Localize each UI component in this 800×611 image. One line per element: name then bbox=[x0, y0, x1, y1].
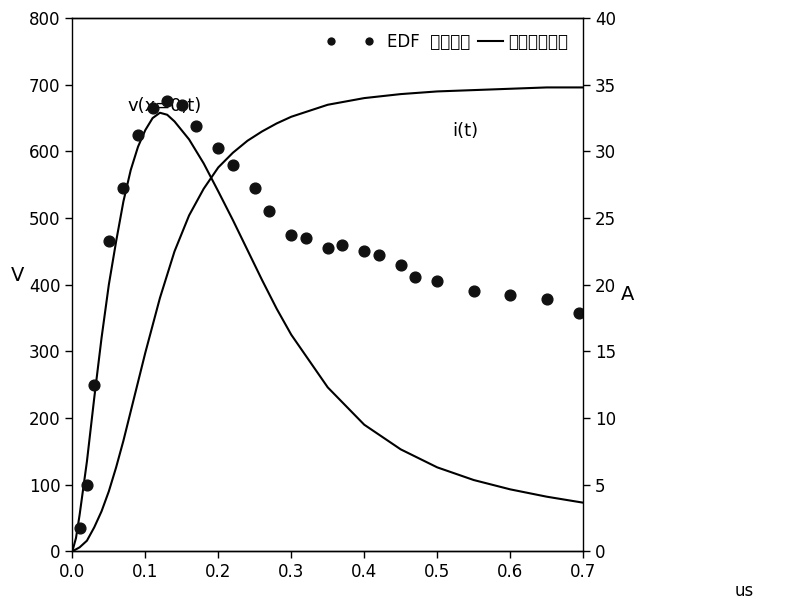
Point bbox=[540, 295, 553, 304]
Point bbox=[146, 103, 159, 113]
Point bbox=[409, 272, 422, 282]
Point bbox=[263, 207, 276, 216]
Text: v(x=0,t): v(x=0,t) bbox=[127, 97, 202, 115]
Y-axis label: V: V bbox=[11, 266, 25, 285]
Point bbox=[175, 100, 188, 109]
Point bbox=[336, 240, 349, 250]
Legend: , EDF  试验结果, 本文计算结果: , EDF 试验结果, 本文计算结果 bbox=[311, 26, 575, 58]
Point bbox=[285, 230, 298, 240]
Point bbox=[430, 277, 443, 287]
Point bbox=[102, 236, 115, 246]
Point bbox=[190, 121, 202, 131]
Point bbox=[132, 130, 145, 140]
Text: i(t): i(t) bbox=[452, 122, 478, 141]
Point bbox=[573, 308, 586, 318]
Point bbox=[467, 287, 480, 296]
Point bbox=[394, 260, 407, 269]
Point bbox=[358, 246, 370, 256]
Point bbox=[88, 380, 101, 390]
Text: us: us bbox=[735, 582, 754, 600]
Y-axis label: A: A bbox=[621, 285, 634, 304]
Point bbox=[161, 97, 174, 106]
Point bbox=[74, 523, 86, 533]
Point bbox=[299, 233, 312, 243]
Point bbox=[373, 250, 386, 260]
Point bbox=[226, 160, 239, 170]
Point bbox=[248, 183, 261, 193]
Point bbox=[504, 290, 517, 299]
Point bbox=[81, 480, 94, 489]
Point bbox=[212, 143, 225, 153]
Point bbox=[322, 243, 334, 253]
Point bbox=[117, 183, 130, 193]
